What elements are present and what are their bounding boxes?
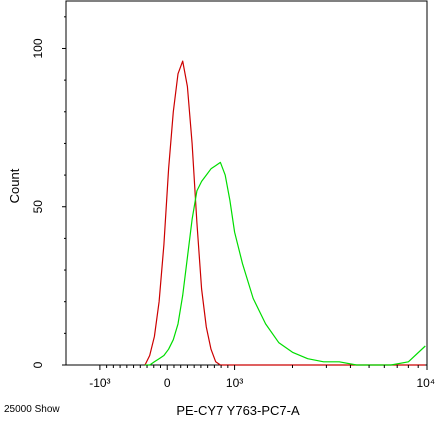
- y-tick-label: 100: [31, 38, 45, 58]
- plot-frame: [65, 0, 428, 366]
- x-tick-label: 0: [164, 376, 171, 390]
- y-tick-label: 0: [31, 361, 45, 368]
- y-axis-title: Count: [7, 168, 22, 203]
- histogram-series-2: [145, 161, 426, 366]
- series-layer: [144, 60, 426, 366]
- histogram-series-1: [144, 60, 426, 366]
- x-axis: -10³ 0 10³ 10⁴: [89, 365, 435, 390]
- x-tick-label: 10⁴: [416, 376, 435, 390]
- x-tick-label: 10³: [226, 376, 243, 390]
- y-tick-label: 50: [31, 200, 45, 214]
- x-tick-label: -10³: [89, 376, 110, 390]
- y-axis: 0 50 100: [31, 16, 66, 368]
- x-axis-title: PE-CY7 Y763-PC7-A: [176, 403, 300, 418]
- event-count-annotation: 25000 Show: [4, 404, 60, 415]
